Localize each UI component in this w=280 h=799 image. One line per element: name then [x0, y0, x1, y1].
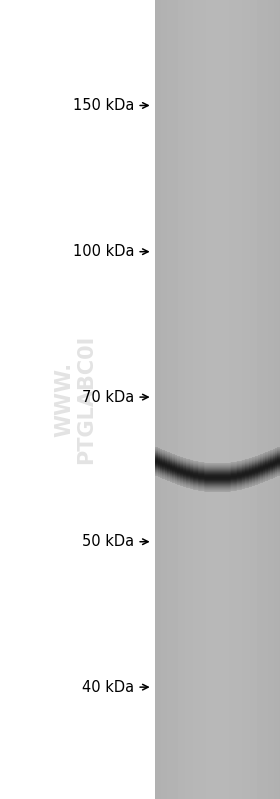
Text: 100 kDa: 100 kDa: [73, 244, 134, 259]
Text: 50 kDa: 50 kDa: [82, 535, 134, 549]
Text: 150 kDa: 150 kDa: [73, 98, 134, 113]
Text: 40 kDa: 40 kDa: [82, 680, 134, 694]
Text: 70 kDa: 70 kDa: [82, 390, 134, 404]
Text: WWW.
PTGLABC0I: WWW. PTGLABC0I: [55, 335, 96, 464]
